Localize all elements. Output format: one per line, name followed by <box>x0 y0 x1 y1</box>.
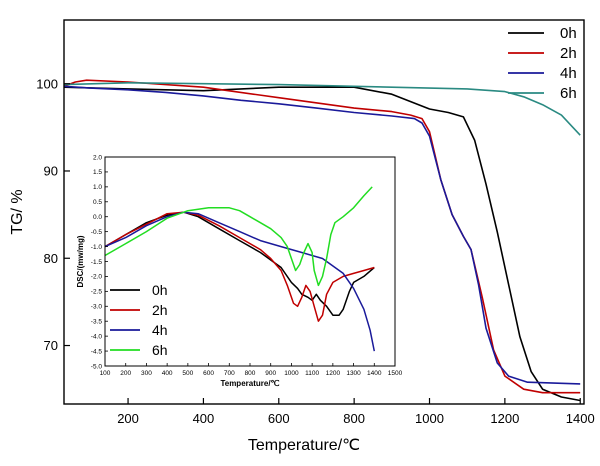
dsc-x-tick-label: 1300 <box>346 370 361 377</box>
tg-y-tick-label: 100 <box>36 76 58 91</box>
dsc-x-tick-label: 200 <box>120 370 131 377</box>
dsc-x-tick-label: 500 <box>182 370 193 377</box>
dsc-y-tick-label: 2.0 <box>93 154 102 161</box>
tg-legend-label-0h: 0h <box>560 25 577 42</box>
tg-legend-label-6h: 6h <box>560 85 577 102</box>
dsc-x-tick-label: 1400 <box>367 370 382 377</box>
dsc-x-tick-label: 1000 <box>284 370 299 377</box>
tg-series-line-4h <box>63 85 581 385</box>
dsc-y-tick-label: -2.5 <box>91 289 103 296</box>
tg-x-tick-label: 400 <box>193 411 215 426</box>
dsc-x-tick-label: 1100 <box>305 370 319 377</box>
dsc-legend-label-0h: 0h <box>152 282 168 298</box>
tg-x-tick-label: 1000 <box>415 411 444 426</box>
dsc-y-tick-label: -5.0 <box>91 363 103 370</box>
dsc-y-tick-label: 1.5 <box>93 169 102 176</box>
tg-y-tick-label: 80 <box>44 251 58 266</box>
dsc-y-tick-label: -2.0 <box>91 274 103 281</box>
tg-x-axis-title: Temperature/℃ <box>248 437 360 454</box>
dsc-plot-background <box>105 157 395 366</box>
dsc-y-tick-label: -3.5 <box>91 318 103 325</box>
dsc-y-tick-label: -4.5 <box>91 348 103 355</box>
dsc-x-tick-label: 800 <box>245 370 256 377</box>
dsc-x-tick-label: 100 <box>100 370 111 377</box>
dsc-y-tick-label: -1.5 <box>91 259 103 266</box>
tg-x-tick-label: 800 <box>343 411 365 426</box>
tg-x-tick-label: 600 <box>268 411 290 426</box>
dsc-legend-label-2h: 2h <box>152 302 168 318</box>
dsc-y-tick-label: -4.0 <box>91 333 103 340</box>
tg-y-tick-label: 70 <box>44 338 58 353</box>
dsc-x-tick-label: 300 <box>141 370 152 377</box>
dsc-y-tick-label: 0.0 <box>93 214 102 221</box>
dsc-legend-label-4h: 4h <box>152 322 168 338</box>
tg-x-tick-label: 1200 <box>490 411 519 426</box>
dsc-series-line-4h <box>104 211 376 352</box>
dsc-y-tick-label: -0.5 <box>91 229 103 236</box>
dsc-y-tick-label: 0.5 <box>93 199 102 206</box>
tg-series-line-6h <box>63 82 581 136</box>
dsc-y-tick-label: -1.0 <box>91 244 103 251</box>
dsc-legend-label-6h: 6h <box>152 342 168 358</box>
tg-y-axis-title: TG/ % <box>9 189 26 234</box>
dsc-x-tick-label: 900 <box>265 370 276 377</box>
tg-series-line-0h <box>63 86 581 402</box>
tg-plot-frame <box>63 19 585 405</box>
dsc-x-tick-label: 400 <box>162 370 173 377</box>
tg-legend-label-4h: 4h <box>560 65 577 82</box>
dsc-x-tick-label: 1200 <box>326 370 341 377</box>
tg-y-tick-label: 90 <box>44 164 58 179</box>
dsc-series-line-6h <box>104 186 373 287</box>
dsc-y-axis-title: DSC/(mw/mg) <box>76 235 85 287</box>
dsc-y-tick-label: -3.0 <box>91 304 103 311</box>
dsc-x-tick-label: 1500 <box>388 370 403 377</box>
dsc-x-tick-label: 600 <box>203 370 214 377</box>
dsc-x-axis-title: Temperature/℃ <box>220 379 279 388</box>
dsc-y-tick-label: 1.0 <box>93 184 102 191</box>
dsc-x-tick-label: 700 <box>224 370 235 377</box>
tg-x-tick-label: 1400 <box>566 411 595 426</box>
tg-x-tick-label: 200 <box>117 411 139 426</box>
tg-legend-label-2h: 2h <box>560 45 577 62</box>
